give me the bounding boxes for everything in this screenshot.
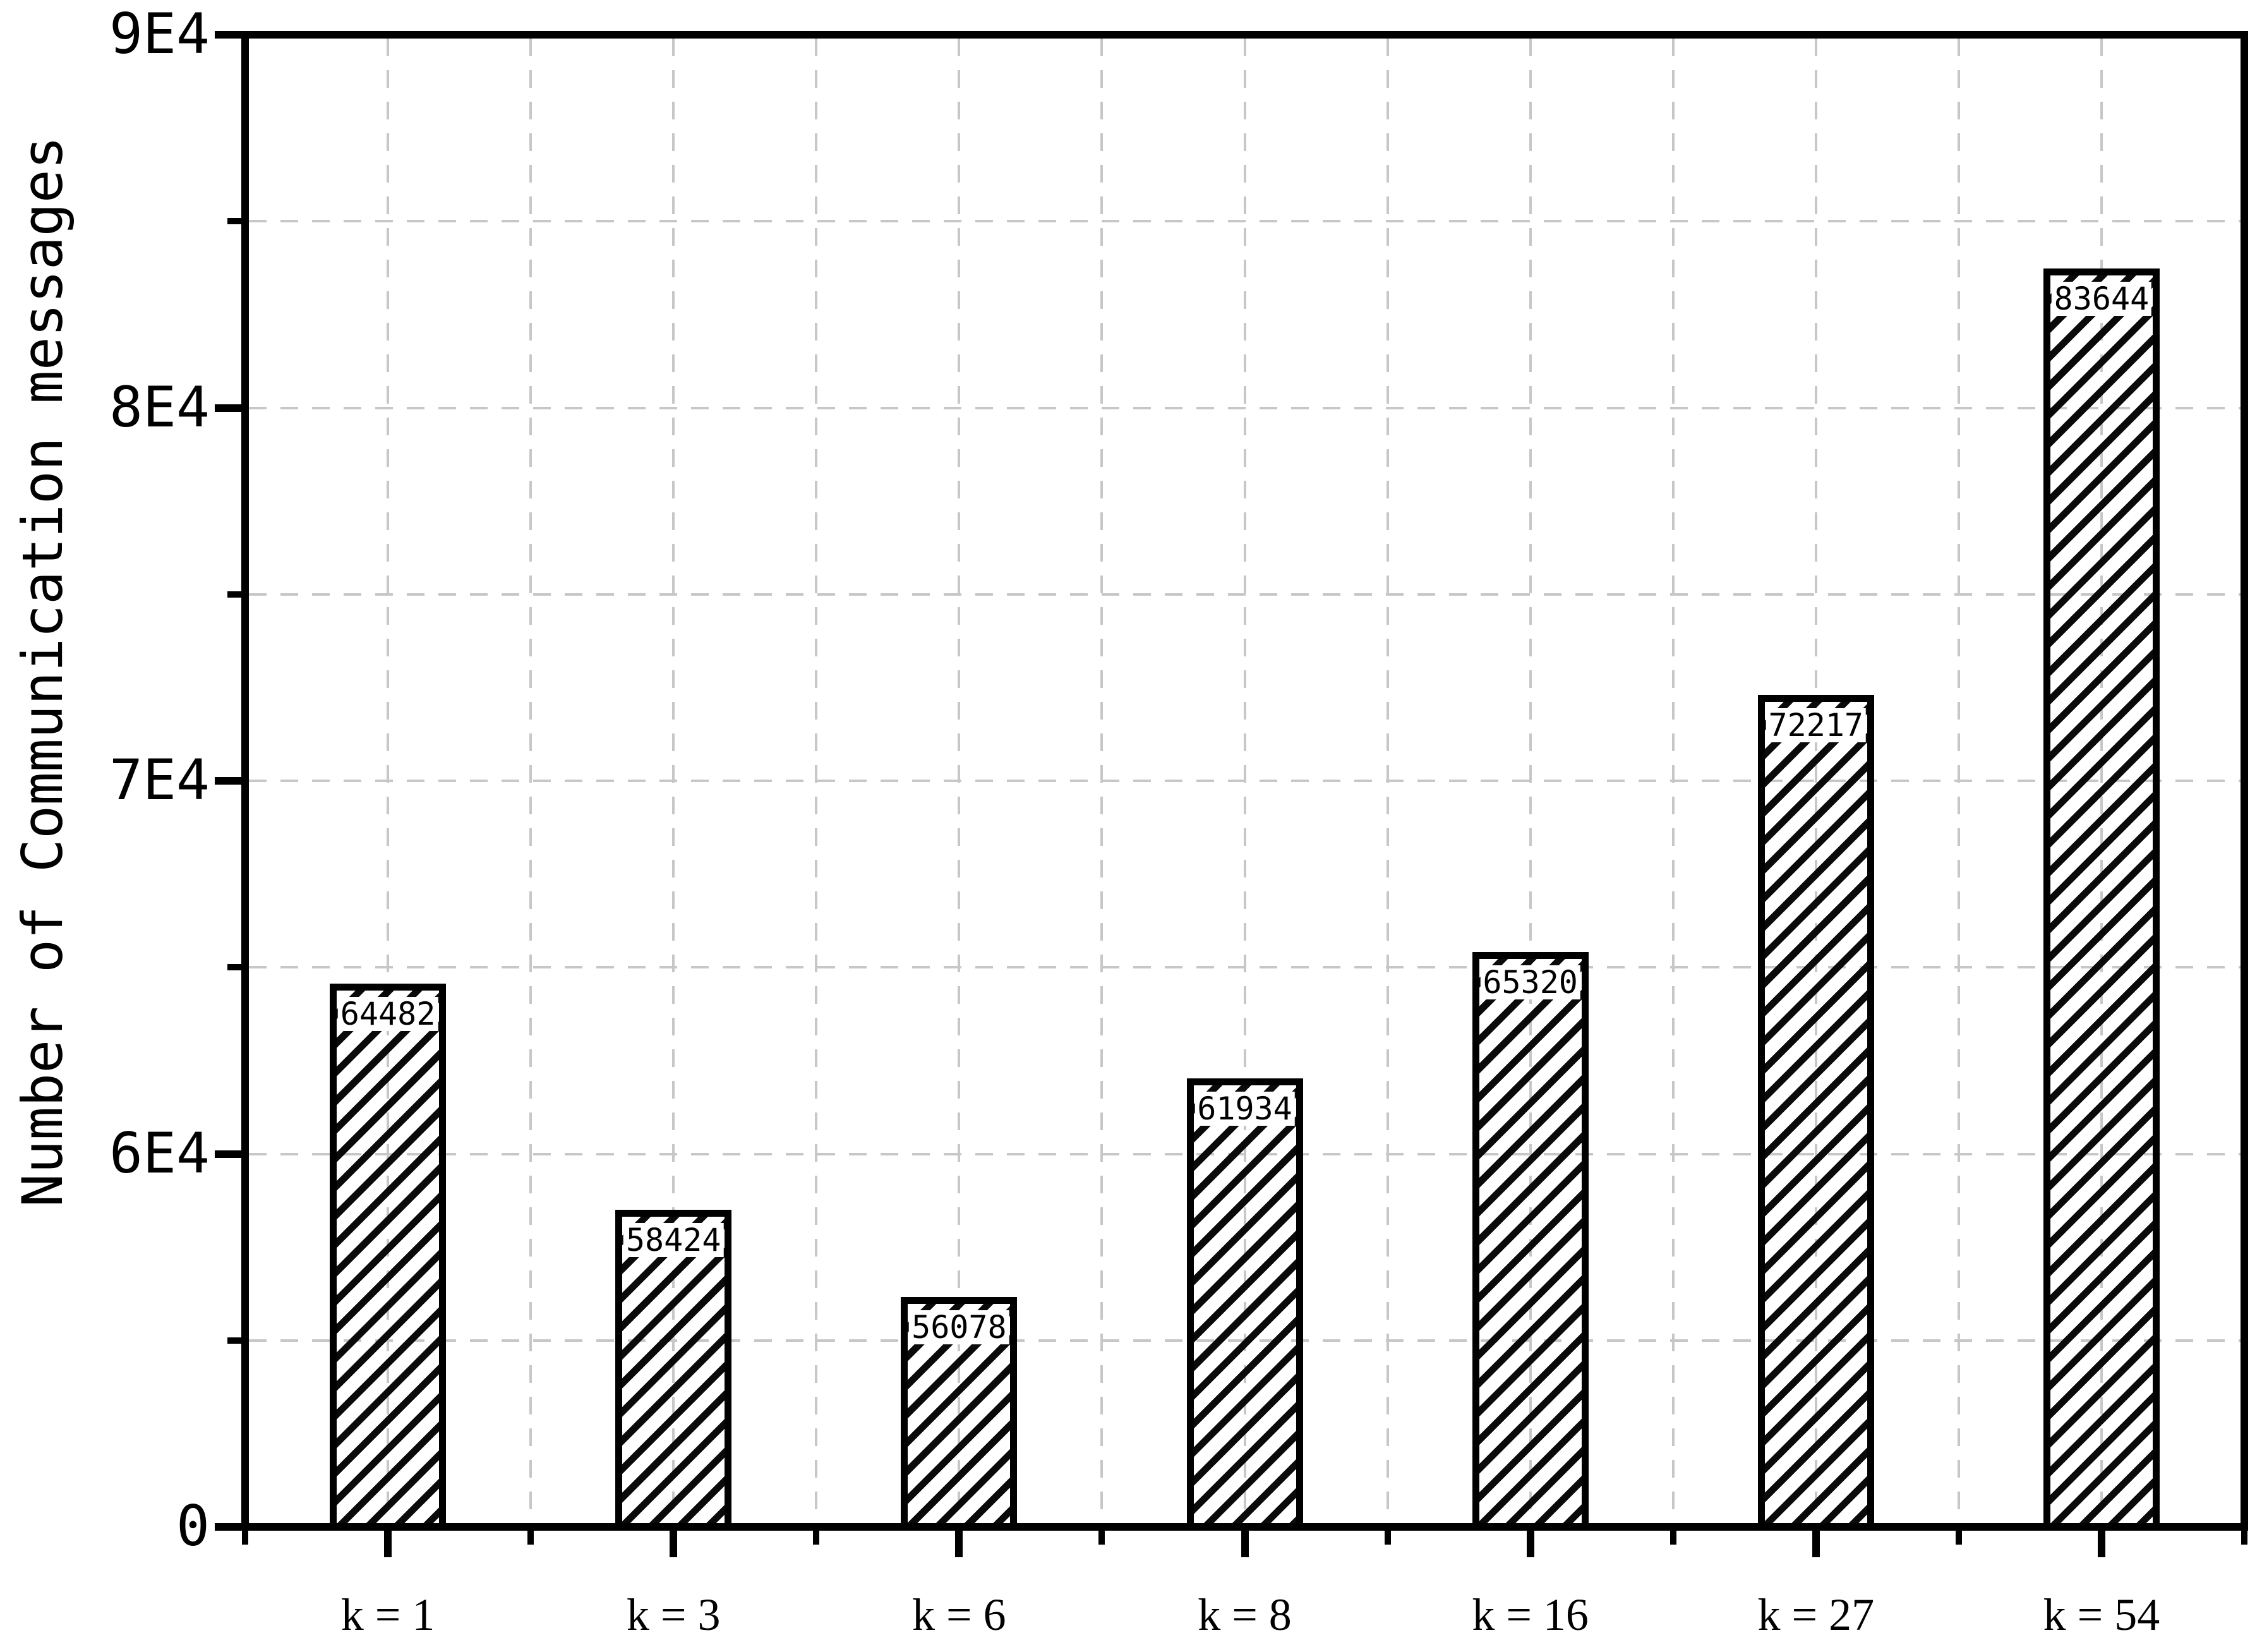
x-tick-major [2097,1528,2105,1557]
bar: 61934 [1186,1078,1303,1530]
x-tick-major [384,1528,392,1557]
v-gridline [529,39,532,1523]
x-tick-major [670,1528,678,1557]
y-tick-major [215,777,245,785]
v-gridline [958,39,961,1523]
x-tick-minor [1384,1528,1391,1545]
x-tick-major [1812,1528,1820,1557]
y-tick-minor [227,964,245,971]
y-tick-minor [227,218,245,225]
y-tick-label: 6E4 [109,1120,210,1186]
bar-value-label: 64482 [337,996,438,1031]
y-tick-major [215,1523,245,1531]
v-gridline [815,39,818,1523]
y-tick-label: 9E4 [109,1,210,66]
y-tick-label: 0 [176,1493,210,1559]
v-gridline [1100,39,1104,1523]
x-category-label: k = 27 [1757,1589,1875,1640]
x-category-label: k = 3 [626,1589,721,1640]
y-tick-minor [227,1337,245,1344]
bar: 65320 [1472,952,1589,1530]
x-tick-minor [2241,1528,2247,1545]
y-tick-label: 8E4 [109,374,210,440]
y-tick-minor [227,591,245,598]
v-gridline [1671,39,1675,1523]
plot-frame: 64482 58424 56078 61934 65320 72217 83644 [241,31,2248,1531]
bar-value-label: 72217 [1766,708,1867,743]
bar: 58424 [615,1209,732,1530]
y-tick-major [215,404,245,412]
bar: 83644 [2043,268,2160,1530]
x-category-label: k = 54 [2043,1589,2160,1640]
x-tick-minor [1955,1528,1962,1545]
x-tick-minor [242,1528,248,1545]
bar-value-label: 56078 [909,1310,1009,1345]
v-gridline [1957,39,1960,1523]
y-tick-major [215,31,245,39]
y-tick-label: 7E4 [109,747,210,812]
bar-value-label: 65320 [1480,965,1580,1000]
y-tick-major [215,1150,245,1158]
x-category-label: k = 1 [340,1589,435,1640]
v-gridline [1243,39,1246,1523]
v-gridline [672,39,675,1523]
bar: 72217 [1757,695,1874,1530]
bar: 56078 [901,1297,1018,1530]
x-category-label: k = 8 [1198,1589,1292,1640]
x-tick-major [1526,1528,1534,1557]
x-tick-minor [1098,1528,1105,1545]
bar-layer: 64482 58424 56078 61934 65320 72217 83644 [249,39,2241,1530]
bar: 64482 [330,983,447,1530]
bar-value-label: 58424 [623,1222,724,1257]
bar-value-label: 61934 [1194,1092,1295,1126]
x-tick-minor [527,1528,534,1545]
x-category-label: k = 6 [912,1589,1006,1640]
x-tick-major [955,1528,963,1557]
v-gridline [387,39,390,1523]
x-tick-minor [813,1528,820,1545]
x-tick-major [1241,1528,1249,1557]
v-gridline [1529,39,1532,1523]
x-tick-minor [1669,1528,1676,1545]
x-category-label: k = 16 [1472,1589,1589,1640]
v-gridline [1386,39,1389,1523]
bar-value-label: 83644 [2051,282,2152,317]
